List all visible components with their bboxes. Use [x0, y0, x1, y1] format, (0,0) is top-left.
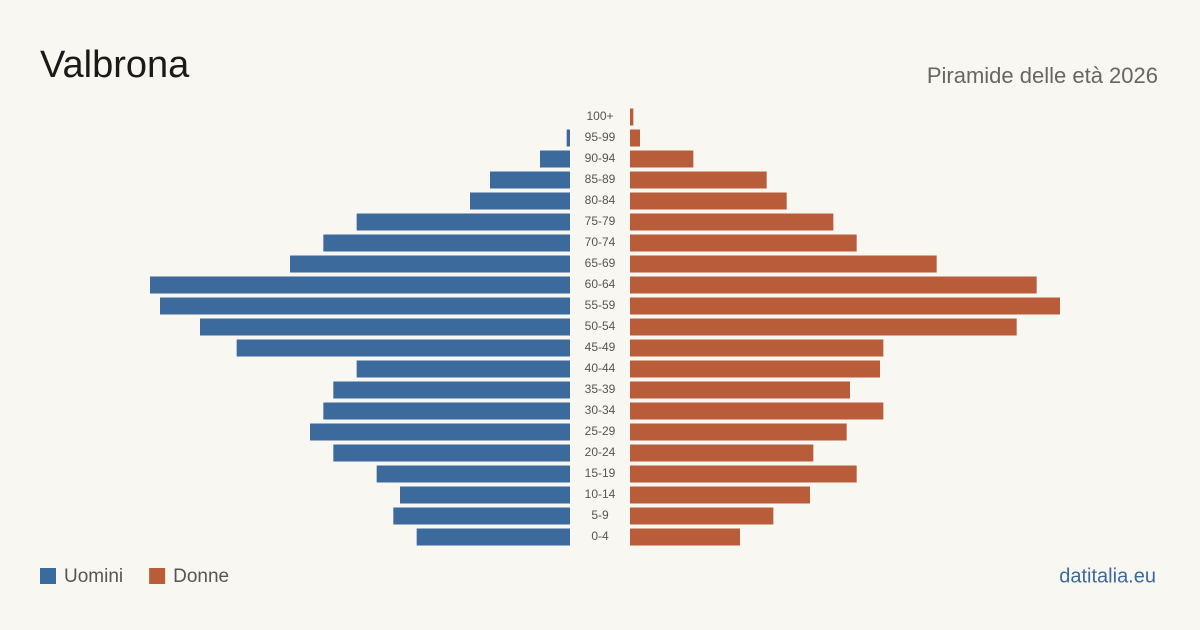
age-label: 100+ — [586, 109, 613, 123]
age-label: 70-74 — [585, 235, 616, 249]
bar — [540, 150, 570, 168]
bar — [236, 339, 570, 357]
age-label: 60-64 — [585, 277, 616, 291]
age-label: 90-94 — [585, 151, 616, 165]
bar — [200, 318, 570, 336]
bar — [356, 360, 570, 378]
bar — [630, 444, 814, 462]
bar — [470, 192, 570, 210]
bar — [630, 276, 1037, 294]
bar — [323, 402, 570, 420]
bar — [630, 129, 640, 147]
bar — [333, 381, 570, 399]
bar — [630, 192, 787, 210]
bar — [310, 423, 570, 441]
bar — [630, 297, 1060, 315]
age-label: 20-24 — [585, 445, 616, 459]
bar — [630, 339, 884, 357]
bar — [566, 129, 570, 147]
age-label: 0-4 — [591, 529, 609, 543]
bar — [630, 486, 810, 504]
legend-label: Donne — [173, 566, 229, 587]
age-label: 80-84 — [585, 193, 616, 207]
chart-title: Valbrona — [40, 44, 190, 86]
age-label: 45-49 — [585, 340, 616, 354]
age-label: 85-89 — [585, 172, 616, 186]
age-label: 5-9 — [591, 508, 609, 522]
legend-swatch — [149, 568, 166, 584]
bar — [393, 507, 570, 525]
bar — [630, 381, 850, 399]
source: datitalia.eu — [1059, 565, 1156, 587]
legend-swatch — [40, 568, 56, 584]
bar — [490, 171, 570, 189]
bar — [376, 465, 570, 483]
bar — [630, 423, 847, 441]
age-label: 10-14 — [585, 487, 616, 501]
bar — [630, 255, 937, 273]
age-label: 40-44 — [585, 361, 616, 375]
bar — [333, 444, 570, 462]
age-label: 15-19 — [585, 466, 616, 480]
bar — [630, 108, 634, 126]
bar — [630, 360, 880, 378]
bar — [290, 255, 570, 273]
legend-label: Uomini — [64, 566, 123, 587]
bar — [630, 234, 857, 252]
age-label: 25-29 — [585, 424, 616, 438]
bar — [160, 297, 570, 315]
bar — [630, 465, 857, 483]
age-label: 35-39 — [585, 382, 616, 396]
bar — [630, 402, 884, 420]
bar — [150, 276, 570, 294]
bar — [630, 171, 767, 189]
age-label: 65-69 — [585, 256, 616, 270]
chart-subtitle: Piramide delle età 2026 — [927, 63, 1158, 88]
bar — [400, 486, 570, 504]
bar — [416, 528, 570, 546]
bar — [630, 528, 740, 546]
bar — [630, 213, 834, 231]
age-label: 50-54 — [585, 319, 616, 333]
bar — [323, 234, 570, 252]
bar — [630, 318, 1017, 336]
age-label: 95-99 — [585, 130, 616, 144]
bar — [630, 150, 694, 168]
age-label: 30-34 — [585, 403, 616, 417]
bar — [356, 213, 570, 231]
bar — [630, 507, 774, 525]
age-label: 55-59 — [585, 298, 616, 312]
age-label: 75-79 — [585, 214, 616, 228]
